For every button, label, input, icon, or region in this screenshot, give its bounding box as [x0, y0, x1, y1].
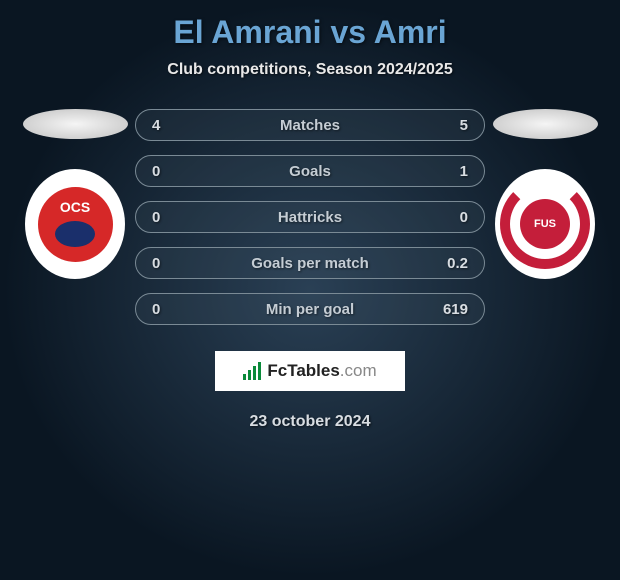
chart-bar-icon [248, 370, 251, 380]
stat-row: 0 Goals 1 [135, 155, 485, 187]
stat-value-left: 0 [152, 255, 192, 272]
stat-value-right: 619 [428, 301, 468, 318]
watermark-text: FcTables.com [267, 361, 376, 381]
left-player-placeholder [23, 109, 128, 139]
vs-separator: vs [330, 14, 366, 50]
stat-label: Hattricks [278, 209, 342, 226]
right-club-badge: FUS [495, 169, 595, 279]
stats-column: 4 Matches 5 0 Goals 1 0 Hattricks 0 0 Goals per ma… [135, 109, 485, 325]
chart-bar-icon [253, 366, 256, 380]
stat-row: 0 Goals per match 0.2 [135, 247, 485, 279]
right-player-column: FUS [485, 109, 605, 279]
stat-value-left: 0 [152, 301, 192, 318]
chart-bar-icon [243, 374, 246, 380]
stat-value-left: 4 [152, 117, 192, 134]
left-club-abbr: OCS [60, 199, 90, 215]
stat-row: 4 Matches 5 [135, 109, 485, 141]
content-row: OCS 4 Matches 5 0 Goals 1 0 Hattricks 0 0 Goals pe… [0, 109, 620, 325]
stat-value-right: 5 [428, 117, 468, 134]
left-badge-inner: OCS [38, 187, 113, 262]
left-badge-ball-icon [55, 221, 95, 247]
brand-suffix: .com [340, 361, 377, 380]
watermark: FcTables.com [215, 351, 404, 391]
stat-row: 0 Hattricks 0 [135, 201, 485, 233]
right-player-placeholder [493, 109, 598, 139]
player2-name: Amri [374, 14, 447, 50]
date-label: 23 october 2024 [250, 413, 371, 431]
stat-label: Matches [280, 117, 340, 134]
chart-icon [243, 362, 261, 380]
player1-name: El Amrani [173, 14, 321, 50]
stat-value-right: 0 [428, 209, 468, 226]
stat-label: Goals [289, 163, 331, 180]
page-title: El Amrani vs Amri [173, 14, 446, 51]
right-badge-arc-icon [500, 179, 590, 269]
subtitle: Club competitions, Season 2024/2025 [167, 61, 452, 79]
main-container: El Amrani vs Amri Club competitions, Sea… [0, 0, 620, 441]
stat-value-left: 0 [152, 163, 192, 180]
brand-main: FcTables [267, 361, 339, 380]
stat-value-left: 0 [152, 209, 192, 226]
stat-value-right: 1 [428, 163, 468, 180]
stat-label: Min per goal [266, 301, 354, 318]
stat-row: 0 Min per goal 619 [135, 293, 485, 325]
stat-value-right: 0.2 [428, 255, 468, 272]
chart-bar-icon [258, 362, 261, 380]
left-club-badge: OCS [25, 169, 125, 279]
left-player-column: OCS [15, 109, 135, 279]
stat-label: Goals per match [251, 255, 369, 272]
